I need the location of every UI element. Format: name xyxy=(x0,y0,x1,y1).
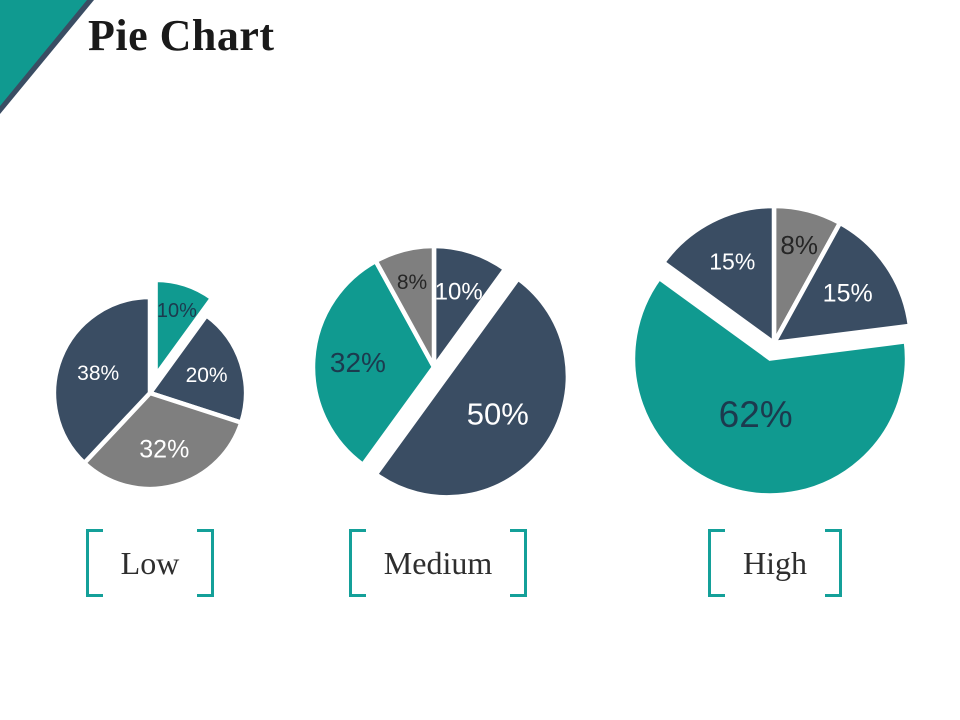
pie-high-slice-62 xyxy=(630,274,910,498)
category-label-text: Low xyxy=(120,544,180,581)
pie-high-data-label: 62% xyxy=(719,394,793,435)
pie-low-slice-20 xyxy=(146,312,249,426)
corner-accent-triangle-icon xyxy=(0,0,87,106)
pie-low-slice-10 xyxy=(153,277,216,383)
pie-low-slice-32 xyxy=(81,390,245,492)
pie-medium-data-label: 50% xyxy=(467,396,529,431)
pie-high-slice-15 xyxy=(660,203,777,348)
pie-low-data-label: 38% xyxy=(77,362,119,385)
category-label-low: Low xyxy=(25,528,275,598)
category-label-high: High xyxy=(650,528,900,598)
pie-high-data-label: 8% xyxy=(780,230,818,260)
pie-low-data-label: 32% xyxy=(139,436,189,464)
pie-high-slice-15 xyxy=(769,219,913,346)
pie-high-data-label: 15% xyxy=(709,248,755,274)
pie-medium-slice-32 xyxy=(310,257,437,469)
left-bracket-icon xyxy=(348,529,366,597)
pie-medium-data-label: 8% xyxy=(397,271,427,294)
pie-low-slice-38 xyxy=(51,294,153,467)
pie-medium-data-label: 32% xyxy=(330,347,386,378)
pie-low-data-label: 20% xyxy=(186,364,228,387)
category-label-text: Medium xyxy=(383,544,493,581)
right-bracket-icon xyxy=(197,529,215,597)
pie-high-data-label: 15% xyxy=(823,280,873,308)
category-label-medium: Medium xyxy=(313,528,563,598)
category-label-text: High xyxy=(743,544,807,581)
left-bracket-icon xyxy=(85,529,103,597)
pie-medium-slice-8 xyxy=(372,243,437,369)
pie-low-data-label: 10% xyxy=(157,300,197,322)
pie-medium-slice-50 xyxy=(372,275,571,500)
left-bracket-icon xyxy=(708,529,725,597)
right-bracket-icon xyxy=(510,529,528,597)
right-bracket-icon xyxy=(825,529,842,597)
slide-title: Pie Chart xyxy=(88,11,275,60)
pie-medium-data-label: 10% xyxy=(435,278,483,305)
